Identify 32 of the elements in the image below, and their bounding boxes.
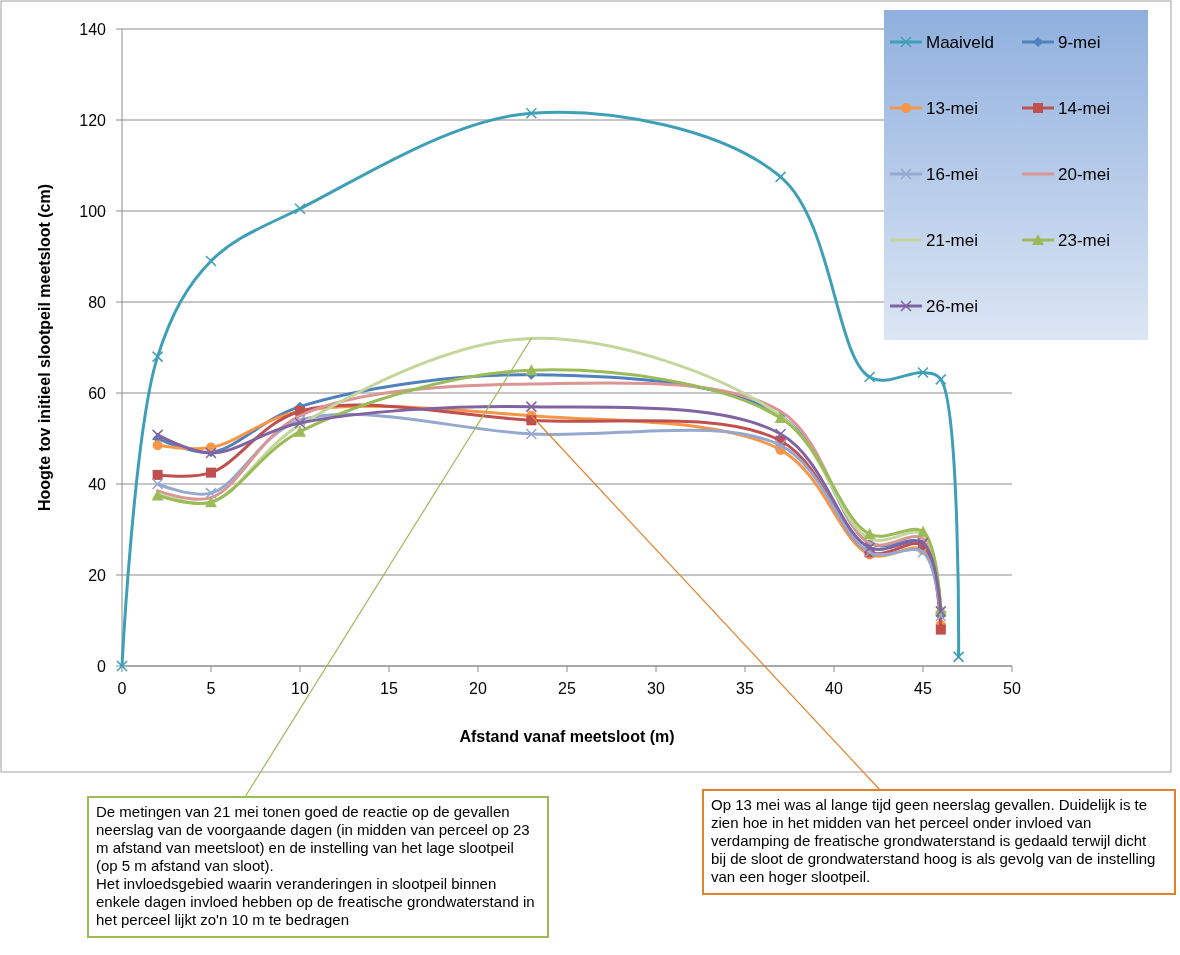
y-tick-label: 140 [79, 21, 107, 38]
legend-label: 14-mei [1058, 99, 1110, 118]
y-tick-label: 120 [79, 112, 107, 129]
y-tick-label: 60 [88, 385, 107, 402]
y-tick-label: 80 [88, 294, 107, 311]
x-tick-label: 50 [1003, 680, 1021, 697]
legend-label: 16-mei [926, 165, 978, 184]
y-tick-label: 20 [88, 567, 107, 584]
y-tick-label: 100 [79, 203, 107, 220]
x-tick-label: 25 [558, 680, 576, 697]
annotation: De metingen van 21 mei tonen goed de reactie op de gevallen neerslag van de voorgaande dagen (in midden van perceel op 23 m afstand van meetsloot) en de instelling van het lage slootpeil (op 5 m afstand van sloot). Het invloedsgebied waarin veranderingen in slootpeil binnen enkele dagen invloed hebben op de freatische grondwaterstand in het perceel lijkt zo'n 10 m te bedragen [96, 803, 535, 928]
x-tick-label: 15 [380, 680, 398, 697]
y-axis-title: Hoogte tov initieel slootpeil meetsloot (cm) [36, 183, 53, 512]
annotation: Op 13 mei was al lange tijd geen neerslag gevallen. Duidelijk is te zien hoe in het midden van het perceel onder invloed van verdamping de freatische grondwaterstand is gedaald terwijl dicht bij de sloot de grondwaterstand hoog is als gevolg van de instelling van een hoger slootpeil. [711, 796, 1156, 885]
legend-label: 20-mei [1058, 165, 1110, 184]
x-tick-label: 0 [117, 680, 127, 697]
legend-label: 26-mei [926, 297, 978, 316]
legend-label: 13-mei [926, 99, 978, 118]
x-tick-label: 35 [736, 680, 754, 697]
legend-label: Maaiveld [926, 33, 995, 52]
legend-label: 21-mei [926, 231, 978, 250]
x-tick-label: 45 [914, 680, 932, 697]
x-tick-label: 40 [825, 680, 843, 697]
y-tick-label: 0 [97, 658, 107, 675]
y-tick-label: 40 [88, 476, 107, 493]
x-tick-label: 30 [647, 680, 665, 697]
x-tick-label: 10 [291, 680, 309, 697]
x-tick-label: 5 [206, 680, 216, 697]
legend-label: 23-mei [1058, 231, 1110, 250]
x-axis-title: Afstand vanaf meetsloot (m) [459, 728, 675, 745]
x-tick-label: 20 [469, 680, 487, 697]
legend-label: 9-mei [1058, 33, 1101, 52]
